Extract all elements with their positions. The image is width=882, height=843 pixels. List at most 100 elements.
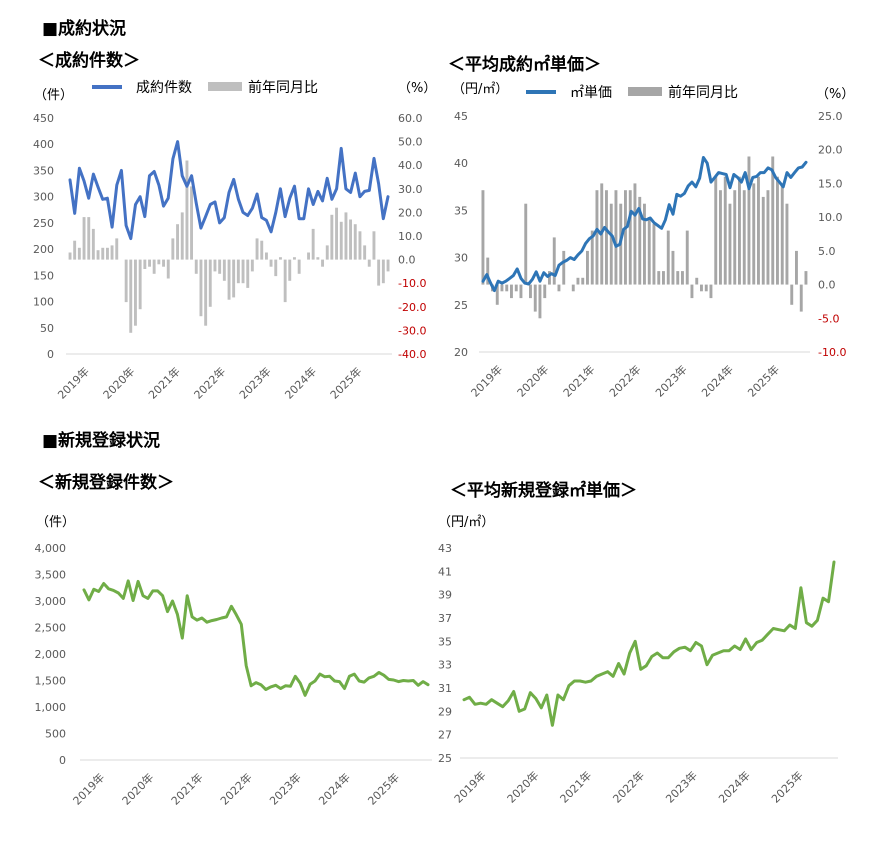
- yoy-bar: [590, 230, 594, 285]
- x-tick-label: 2025年: [768, 768, 805, 805]
- yoy-bar: [152, 259, 156, 274]
- yoy-bar: [690, 284, 694, 299]
- y2-tick-label: 20.0: [398, 206, 423, 219]
- y-tick-label: 25: [454, 299, 468, 312]
- yoy-bar: [246, 259, 250, 288]
- yoy-bar: [307, 252, 310, 260]
- yoy-bar: [628, 190, 632, 285]
- yoy-bar: [325, 245, 329, 260]
- yoy-bar: [595, 190, 599, 285]
- y-tick-label: 39: [438, 589, 452, 602]
- yoy-bar: [110, 245, 114, 260]
- yoy-bar: [349, 219, 352, 260]
- yoy-bar: [180, 212, 184, 260]
- yoy-bar: [624, 190, 627, 285]
- y-tick-label: 40: [454, 157, 468, 170]
- yoy-bar: [77, 247, 81, 260]
- yoy-bar: [87, 217, 91, 260]
- yoy-bar: [704, 284, 708, 292]
- y-tick-label: 0: [59, 754, 66, 767]
- y-tick-label: 200: [33, 243, 54, 256]
- yoy-bar: [766, 190, 770, 285]
- yoy-bar: [377, 259, 381, 286]
- legend-label-line: ㎡単価: [570, 85, 612, 101]
- legend-label-bar: 前年同月比: [668, 84, 738, 101]
- yoy-bar: [742, 190, 746, 285]
- yoy-bar: [714, 176, 718, 285]
- yoy-bar: [538, 284, 542, 319]
- yoy-bar: [733, 190, 737, 285]
- yoy-bar: [576, 277, 580, 285]
- yoy-bar: [101, 247, 105, 260]
- yoy-bar: [134, 259, 137, 326]
- yoy-bar: [795, 250, 798, 285]
- yoy-bar: [529, 284, 532, 299]
- yoy-bar: [293, 257, 296, 260]
- yoy-bar: [367, 259, 371, 267]
- y-tick-label: 3,500: [35, 569, 67, 582]
- yoy-bar: [227, 259, 231, 300]
- yoy-bar: [552, 237, 556, 285]
- yoy-bar: [386, 259, 390, 272]
- yoy-bar: [505, 284, 509, 292]
- yoy-bar: [780, 183, 784, 285]
- yoy-bar: [344, 212, 348, 260]
- yoy-bar: [68, 252, 72, 260]
- yoy-bar: [185, 160, 189, 260]
- yoy-bar: [166, 259, 170, 279]
- yoy-bar: [790, 284, 794, 305]
- yoy-bar: [533, 284, 537, 312]
- yoy-bar: [311, 228, 315, 260]
- yoy-bar: [255, 238, 259, 260]
- yoy-bar: [695, 277, 699, 285]
- yoy-bar: [681, 271, 684, 285]
- yoy-bar: [548, 271, 551, 285]
- yoy-bar: [316, 257, 320, 260]
- yoy-bar: [222, 259, 226, 281]
- x-tick-label: 2020年: [504, 768, 541, 805]
- yoy-bar: [330, 214, 334, 260]
- y-tick-label: 250: [33, 217, 54, 230]
- y-tick-label: 2,500: [35, 622, 67, 635]
- yoy-bar: [288, 259, 292, 281]
- yoy-bar: [129, 259, 133, 333]
- yoy-bar: [647, 217, 651, 285]
- chart-title-new-listing-price: ＜平均新規登録㎡単価＞: [450, 481, 637, 501]
- yoy-bar: [771, 156, 775, 285]
- yoy-bar: [752, 183, 756, 285]
- yoy-bar: [250, 259, 254, 272]
- series-line: [462, 560, 836, 727]
- yoy-bar: [804, 271, 808, 285]
- y2-tick-label: 25.0: [818, 110, 843, 123]
- yoy-bar: [96, 250, 100, 260]
- series-line: [68, 140, 390, 241]
- yoy-bar: [321, 259, 324, 267]
- yoy-bar: [339, 221, 343, 260]
- yoy-bar: [776, 176, 779, 285]
- yoy-bar: [162, 259, 165, 267]
- y2-tick-label: 0.0: [818, 279, 836, 292]
- y-tick-label: 1,500: [35, 675, 67, 688]
- chart-title-new-listings: ＜新規登録件数＞: [38, 473, 174, 493]
- yoy-bar: [700, 284, 703, 292]
- yoy-bar: [738, 176, 741, 285]
- yoy-bar: [643, 203, 646, 285]
- yoy-bar: [241, 259, 245, 284]
- y2-tick-label: -5.0: [818, 312, 839, 325]
- yoy-bar: [358, 231, 362, 260]
- yoy-bar: [269, 259, 273, 267]
- y-tick-label: 35: [454, 204, 468, 217]
- yoy-bar: [662, 271, 665, 285]
- yoy-bar: [115, 238, 119, 260]
- y-tick-label: 50: [40, 322, 54, 335]
- y-tick-label: 43: [438, 542, 452, 555]
- yoy-bar: [524, 203, 528, 285]
- y-tick-label: 45: [454, 110, 468, 123]
- yoy-bar: [652, 223, 656, 285]
- series-line: [481, 156, 808, 293]
- yoy-bar: [199, 259, 203, 317]
- yoy-bar: [279, 257, 282, 260]
- y-tick-label: 3,000: [35, 595, 67, 608]
- yoy-bar: [157, 259, 161, 265]
